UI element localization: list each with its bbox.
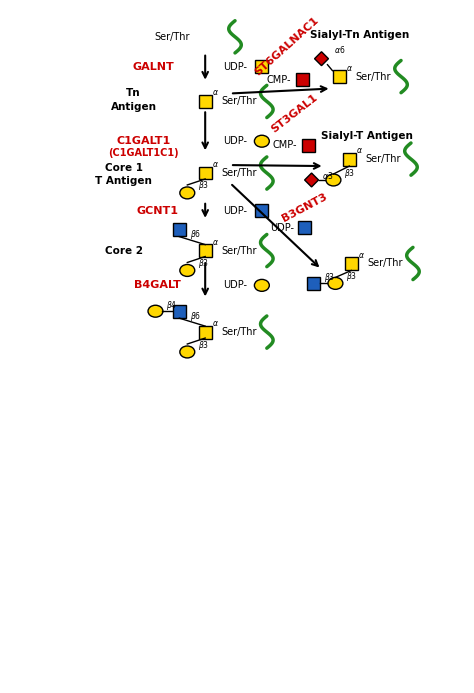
Text: $\alpha$3: $\alpha$3 — [322, 170, 334, 180]
Bar — [199, 326, 212, 339]
Polygon shape — [315, 52, 328, 66]
Text: Antigen: Antigen — [110, 103, 156, 112]
Text: $\beta$3: $\beta$3 — [325, 271, 336, 284]
Ellipse shape — [148, 305, 163, 317]
Ellipse shape — [180, 265, 195, 277]
Text: $\alpha$: $\alpha$ — [356, 146, 363, 155]
Text: CMP-: CMP- — [273, 140, 297, 150]
Text: Ser/Thr: Ser/Thr — [221, 96, 256, 107]
Ellipse shape — [328, 277, 343, 290]
Text: Core 1: Core 1 — [105, 163, 143, 173]
Text: $\alpha$: $\alpha$ — [212, 319, 219, 328]
Text: $\beta$6: $\beta$6 — [190, 228, 201, 241]
Text: Ser/Thr: Ser/Thr — [155, 32, 190, 42]
Text: $\beta$3: $\beta$3 — [346, 270, 357, 283]
Text: CMP-: CMP- — [267, 75, 292, 85]
Text: $\beta$3: $\beta$3 — [198, 179, 210, 193]
Text: Ser/Thr: Ser/Thr — [356, 71, 391, 82]
Text: Sialyl-T Antigen: Sialyl-T Antigen — [321, 131, 413, 141]
Bar — [343, 152, 356, 166]
Text: Sialyl-Tn Antigen: Sialyl-Tn Antigen — [310, 30, 409, 40]
Bar — [345, 257, 358, 270]
Bar — [255, 60, 268, 73]
Text: Ser/Thr: Ser/Thr — [221, 245, 256, 256]
Text: $\alpha$: $\alpha$ — [212, 89, 219, 98]
Text: ST3GAL1: ST3GAL1 — [270, 92, 320, 134]
Bar — [199, 166, 212, 179]
Text: UDP-: UDP- — [223, 206, 247, 216]
Text: $\beta$6: $\beta$6 — [190, 310, 201, 323]
Ellipse shape — [255, 279, 269, 291]
Ellipse shape — [180, 187, 195, 199]
Bar — [333, 70, 346, 83]
Ellipse shape — [326, 174, 341, 186]
Text: $\alpha$: $\alpha$ — [212, 160, 219, 169]
Bar — [255, 204, 268, 218]
Text: UDP-: UDP- — [223, 281, 247, 290]
Bar — [199, 95, 212, 108]
Text: $\alpha$: $\alpha$ — [358, 250, 365, 259]
Text: Ser/Thr: Ser/Thr — [365, 154, 401, 164]
Ellipse shape — [255, 135, 269, 147]
Text: GCNT1: GCNT1 — [137, 206, 179, 216]
Text: C1GALT1: C1GALT1 — [117, 137, 171, 146]
Text: $\beta$3: $\beta$3 — [345, 166, 356, 179]
Bar — [298, 221, 311, 234]
Text: $\beta$4: $\beta$4 — [166, 299, 178, 312]
Text: B4GALT: B4GALT — [134, 281, 181, 290]
Text: UDP-: UDP- — [223, 62, 247, 71]
Text: GALNT: GALNT — [133, 62, 174, 71]
Ellipse shape — [180, 346, 195, 358]
Text: $\beta$3: $\beta$3 — [198, 338, 210, 351]
Text: $\alpha$: $\alpha$ — [346, 64, 353, 73]
Text: (C1GALT1C1): (C1GALT1C1) — [108, 148, 179, 158]
Polygon shape — [305, 173, 319, 187]
Text: UDP-: UDP- — [223, 137, 247, 146]
Text: UDP-: UDP- — [270, 222, 294, 233]
Bar — [199, 244, 212, 257]
Text: $\alpha$6: $\alpha$6 — [335, 44, 346, 55]
Bar — [307, 277, 320, 290]
Bar — [173, 305, 186, 317]
Text: Ser/Thr: Ser/Thr — [221, 327, 256, 337]
Text: $\alpha$: $\alpha$ — [212, 238, 219, 247]
Bar — [302, 139, 315, 152]
Text: ST6GALNAC1: ST6GALNAC1 — [253, 15, 320, 78]
Text: B3GNT3: B3GNT3 — [280, 192, 329, 224]
Bar — [296, 73, 309, 86]
Text: Core 2: Core 2 — [105, 245, 143, 256]
Text: T Antigen: T Antigen — [95, 176, 152, 186]
Text: Ser/Thr: Ser/Thr — [367, 258, 403, 268]
Bar — [173, 223, 186, 236]
Text: Tn: Tn — [126, 89, 141, 98]
Text: $\beta$3: $\beta$3 — [198, 257, 210, 270]
Text: Ser/Thr: Ser/Thr — [221, 168, 256, 178]
